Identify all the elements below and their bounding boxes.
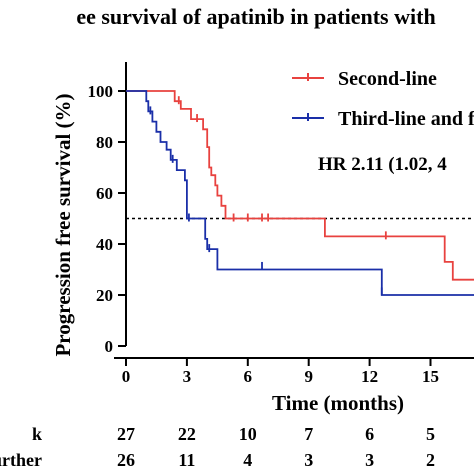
risk-row-label: nd further <box>0 450 42 470</box>
risk-count: 27 <box>117 424 135 444</box>
x-tick-label: 9 <box>304 367 313 386</box>
y-tick-label: 20 <box>96 286 113 305</box>
legend: Second-line Third-line and further <box>292 68 474 130</box>
risk-count: 6 <box>365 424 374 444</box>
risk-count: 3 <box>304 450 313 470</box>
legend-label: Second-line <box>338 68 437 90</box>
x-ticks: 0 3 6 9 12 15 <box>122 358 439 386</box>
risk-table: k 27 22 10 7 6 5 nd further 26 11 4 3 3 2 <box>0 424 435 470</box>
x-tick-label: 15 <box>422 367 439 386</box>
risk-row-label: k <box>32 424 42 444</box>
survival-curve <box>126 90 474 281</box>
y-tick-label: 40 <box>96 235 113 254</box>
y-tick-label: 60 <box>96 184 113 203</box>
x-tick-label: 12 <box>361 367 378 386</box>
risk-count: 10 <box>239 424 257 444</box>
y-axis-label: Progression free survival (%) <box>51 93 75 356</box>
risk-count: 2 <box>426 450 435 470</box>
risk-count: 26 <box>117 450 135 470</box>
y-tick-label: 80 <box>96 133 113 152</box>
risk-count: 5 <box>426 424 435 444</box>
y-tick-label: 100 <box>88 82 114 101</box>
risk-count: 7 <box>304 424 313 444</box>
series-second-line <box>126 90 474 281</box>
x-tick-label: 6 <box>244 367 253 386</box>
hazard-ratio-text: HR 2.11 (1.02, 4 <box>318 154 447 175</box>
risk-row: nd further 26 11 4 3 3 2 <box>0 450 435 470</box>
y-tick-label: 0 <box>105 337 114 356</box>
x-tick-label: 3 <box>183 367 192 386</box>
x-tick-label: 0 <box>122 367 131 386</box>
risk-count: 11 <box>178 450 195 470</box>
x-axis-label: Time (months) <box>272 391 404 415</box>
y-ticks: 0 20 40 60 80 100 <box>88 82 126 356</box>
risk-count: 3 <box>365 450 374 470</box>
legend-label: Third-line and further <box>338 108 474 130</box>
risk-count: 22 <box>178 424 196 444</box>
series-layer <box>126 90 474 296</box>
series-third-line-and-further <box>126 90 474 296</box>
risk-row: k 27 22 10 7 6 5 <box>32 424 435 444</box>
chart-title: ee survival of apatinib in patients with <box>76 4 435 29</box>
risk-count: 4 <box>243 450 252 470</box>
